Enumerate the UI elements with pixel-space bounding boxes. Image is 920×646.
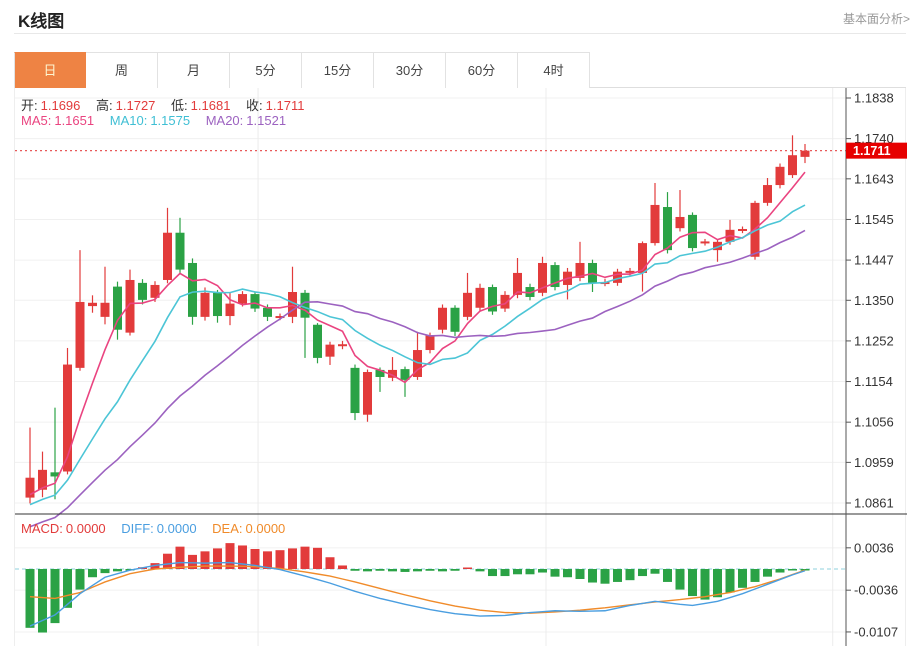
macd-value: 0.0000 xyxy=(65,521,106,536)
kline-chart-area: 1.1838 1.1740 1.1643 1.1545 1.1447 1.1350 1.12… xyxy=(14,88,907,646)
fundamental-analysis-link[interactable]: 基本面分析> xyxy=(842,12,910,26)
open-value: 1.1696 xyxy=(40,98,81,113)
high-value: 1.1727 xyxy=(115,98,156,113)
svg-text:1.1711: 1.1711 xyxy=(853,144,891,158)
low-label: 低: xyxy=(171,98,188,113)
macd-legend: MACD: 0.0000 DIFF: 0.0000 DEA: 0.0000 xyxy=(21,521,288,536)
macd-axis-label: -0.0036 xyxy=(854,583,898,598)
ma20-label: MA20: xyxy=(205,113,244,128)
ma20-line xyxy=(29,229,806,528)
current-price-tag: 1.1711 xyxy=(846,142,907,159)
ma5-label: MA5: xyxy=(21,113,52,128)
dea-line xyxy=(29,565,806,614)
macd-histogram xyxy=(25,543,810,633)
macd-axis-label: -0.0107 xyxy=(854,624,898,639)
ma10-value: 1.1575 xyxy=(150,113,191,128)
price-axis-label: 1.1252 xyxy=(854,333,894,348)
tab-week[interactable]: 周 xyxy=(86,52,158,88)
price-axis-label: 1.0861 xyxy=(854,496,894,511)
dea-label: DEA: xyxy=(212,521,243,536)
tab-day[interactable]: 日 xyxy=(14,52,86,88)
ma5-value: 1.1651 xyxy=(54,113,95,128)
header-divider xyxy=(14,33,906,34)
tab-15min[interactable]: 15分 xyxy=(302,52,374,88)
open-label: 开: xyxy=(21,98,38,113)
ma10-line xyxy=(29,204,806,506)
price-axis-label: 1.1838 xyxy=(854,91,894,106)
macd-axis-label: 0.0036 xyxy=(854,540,894,555)
candles-layer xyxy=(25,135,810,504)
ohlc-legend: 开: 1.1696 高: 1.1727 低: 1.1681 收: 1.1711 xyxy=(21,95,307,114)
diff-value: 0.0000 xyxy=(156,521,197,536)
tab-5min[interactable]: 5分 xyxy=(230,52,302,88)
ma5-line xyxy=(29,171,806,496)
ma10-label: MA10: xyxy=(109,113,148,128)
ma-legend: MA5: 1.1651 MA10: 1.1575 MA20: 1.1521 xyxy=(21,113,289,128)
ma20-value: 1.1521 xyxy=(246,113,287,128)
price-axis-label: 1.1350 xyxy=(854,293,894,308)
page-header: K线图 基本面分析> xyxy=(0,0,920,34)
tab-month[interactable]: 月 xyxy=(158,52,230,88)
high-label: 高: xyxy=(96,98,113,113)
tab-4hour[interactable]: 4时 xyxy=(518,52,590,88)
page-title: K线图 xyxy=(18,12,65,31)
period-tabbar: 日周月 5分 15分 30分 60分 4时 xyxy=(14,52,906,88)
price-axis-label: 1.1154 xyxy=(854,374,893,389)
tab-30min[interactable]: 30分 xyxy=(374,52,446,88)
price-axis-label: 1.0959 xyxy=(854,455,894,470)
diff-line xyxy=(29,561,806,627)
price-axis-label: 1.1740 xyxy=(854,131,894,146)
close-label: 收: xyxy=(246,98,263,113)
low-value: 1.1681 xyxy=(190,98,231,113)
price-axis-label: 1.1447 xyxy=(854,253,894,268)
price-axis-label: 1.1643 xyxy=(854,171,894,186)
price-axis-label: 1.1545 xyxy=(854,212,894,227)
macd-label: MACD: xyxy=(21,521,63,536)
price-axis-label: 1.1056 xyxy=(854,415,894,430)
diff-label: DIFF: xyxy=(121,521,154,536)
dea-value: 0.0000 xyxy=(245,521,286,536)
tab-60min[interactable]: 60分 xyxy=(446,52,518,88)
close-value: 1.1711 xyxy=(265,98,305,113)
